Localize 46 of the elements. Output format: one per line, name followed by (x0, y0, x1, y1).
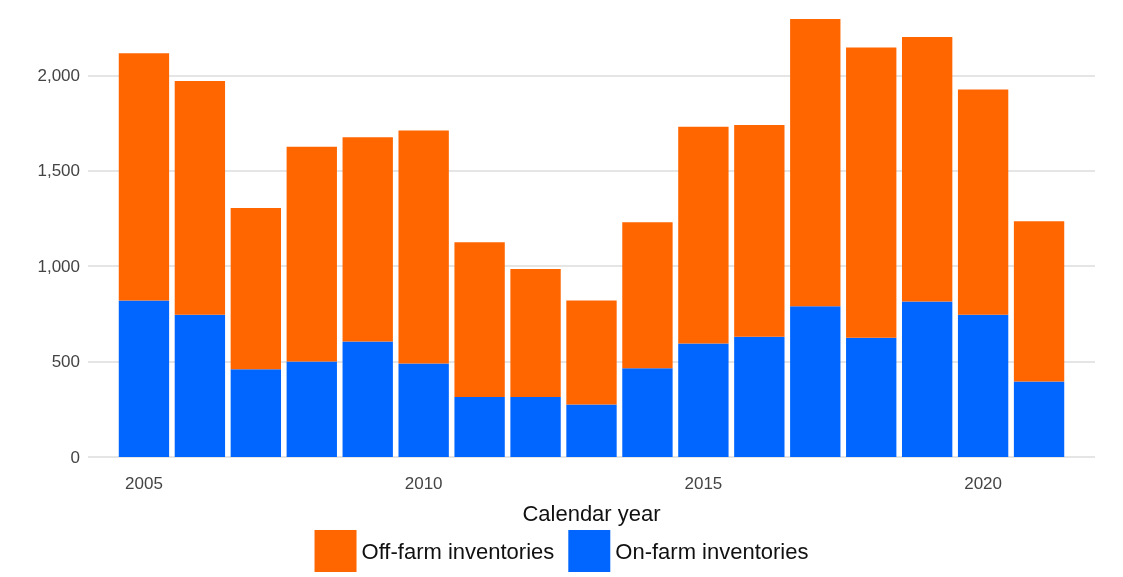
x-tick-label: 2015 (684, 474, 723, 493)
bar (342, 137, 393, 342)
bar (566, 300, 617, 405)
bar (846, 337, 897, 457)
x-tick-label: 2020 (964, 474, 1003, 493)
bar (846, 47, 897, 338)
bar (566, 404, 617, 457)
bar (118, 300, 170, 457)
legend-label: On-farm inventories (615, 538, 809, 564)
bar (342, 341, 393, 457)
bar (622, 368, 673, 457)
bar (174, 80, 226, 315)
y-tick-label: 1,500 (37, 161, 80, 181)
bar (734, 336, 785, 457)
bar (678, 343, 729, 457)
bar (1013, 221, 1065, 382)
y-tick-label: 2,000 (37, 65, 80, 85)
y-tick-label: 0 (70, 447, 80, 467)
bar (957, 89, 1009, 315)
legend-label: Off-farm inventories (361, 538, 555, 564)
bar (734, 124, 785, 337)
bar (230, 207, 282, 370)
bar (174, 314, 226, 457)
x-tick-label: 2010 (404, 474, 443, 493)
bar (790, 18, 841, 307)
bar (901, 37, 953, 302)
bar (398, 363, 449, 457)
bar (1013, 381, 1065, 457)
bar (790, 306, 841, 457)
bar (398, 130, 449, 364)
bar (957, 314, 1009, 457)
bar (454, 242, 505, 397)
x-tick-label: 2005 (125, 474, 163, 493)
bar (901, 301, 953, 457)
bar (286, 361, 337, 457)
bar (510, 396, 561, 457)
x-axis-title: Calendar year (522, 500, 661, 526)
bar (286, 146, 337, 362)
y-tick-label: 500 (51, 352, 80, 372)
bar (454, 396, 505, 457)
bar (230, 369, 282, 457)
y-tick-label: 1,000 (37, 256, 80, 276)
bar (678, 126, 729, 344)
bar (118, 53, 170, 301)
bar (510, 268, 561, 397)
bar (622, 222, 673, 369)
